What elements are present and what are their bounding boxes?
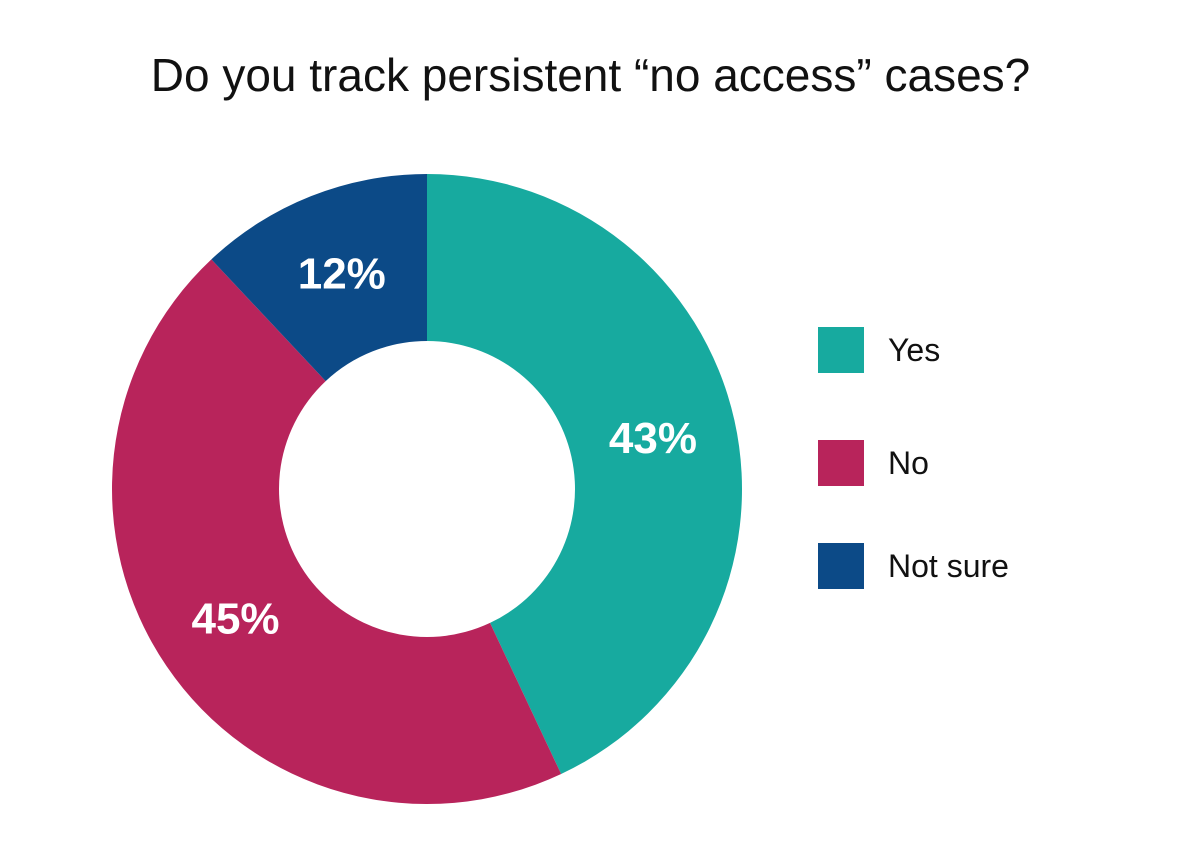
donut-slice-yes xyxy=(427,174,742,775)
chart-title: Do you track persistent “no access” case… xyxy=(150,49,1031,101)
legend-item-yes: Yes xyxy=(818,327,940,373)
legend-swatch-yes xyxy=(818,327,864,373)
donut-slice-no xyxy=(112,259,562,804)
legend-label-not-sure: Not sure xyxy=(888,547,1009,584)
legend-item-not-sure: Not sure xyxy=(818,543,1009,589)
donut-labels: 43% 45% 12% xyxy=(191,249,696,643)
donut-slice-not-sure xyxy=(211,174,427,382)
slice-label-not-sure: 12% xyxy=(298,249,386,298)
legend-item-no: No xyxy=(818,440,929,486)
legend-swatch-no xyxy=(818,440,864,486)
slice-label-yes: 43% xyxy=(609,414,697,463)
legend-swatch-not-sure xyxy=(818,543,864,589)
legend-label-no: No xyxy=(888,444,929,481)
legend-label-yes: Yes xyxy=(888,331,941,368)
donut-slices xyxy=(112,174,742,804)
slice-label-no: 45% xyxy=(191,595,279,644)
